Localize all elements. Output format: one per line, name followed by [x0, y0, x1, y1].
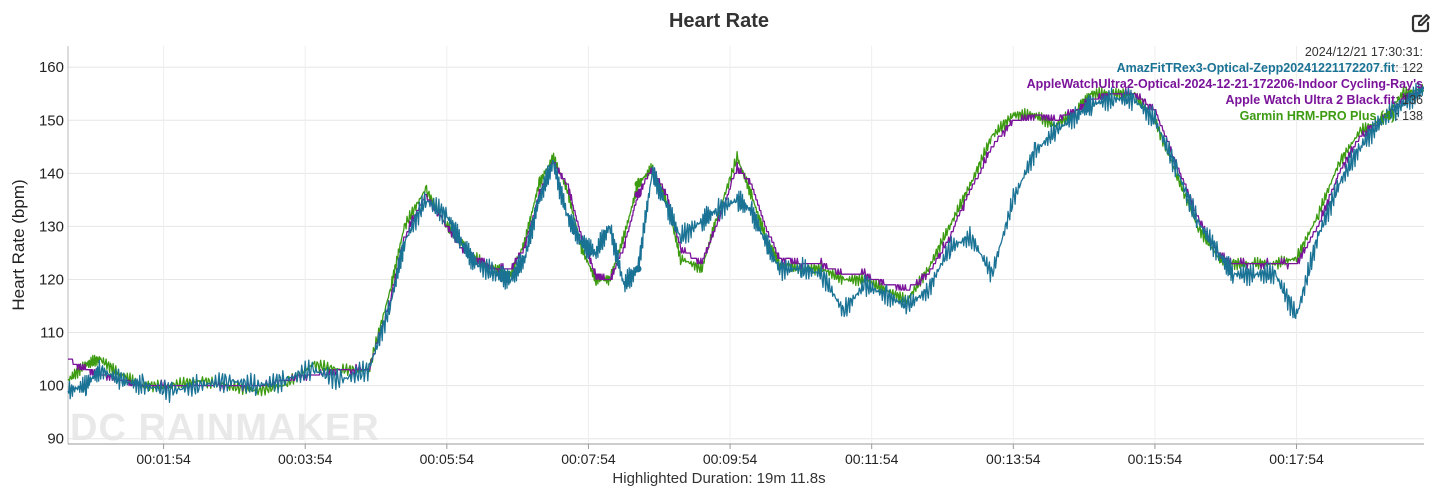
highlight-marker — [634, 265, 642, 273]
tooltip-series-name: Apple Watch Ultra 2 Black.fit — [1225, 93, 1396, 107]
highlight-marker — [634, 191, 642, 199]
x-tick-label: 00:03:54 — [278, 451, 333, 467]
x-tick-label: 00:13:54 — [986, 451, 1041, 467]
y-tick-label: 120 — [39, 271, 64, 288]
x-tick-label: 00:17:54 — [1269, 451, 1324, 467]
y-axis-ticks: 90 100 110 120 130 140 150 160 — [39, 59, 64, 447]
series-lines — [67, 82, 1425, 403]
tooltip-row-amazfit: AmazFitTRex3-Optical-Zepp20241221172207.… — [1116, 61, 1423, 75]
tooltip-series-name: AppleWatchUltra2-Optical-2024-12-21-1722… — [1026, 77, 1423, 91]
y-tick-label: 130 — [39, 218, 64, 235]
watermark-text: DC RAINMAKER — [70, 407, 380, 449]
y-tick-label: 90 — [47, 431, 64, 448]
tooltip-series-name: Garmin HRM-PRO Plus (4) — [1239, 109, 1396, 123]
x-axis-ticks: 00:01:54 00:03:54 00:05:54 00:07:54 00:09:54… — [136, 444, 1324, 467]
tooltip-row-applewatch: Apple Watch Ultra 2 Black.fit: 136 — [1225, 93, 1423, 107]
tooltip-row-garmin: Garmin HRM-PRO Plus (4): 138 — [1239, 109, 1423, 123]
series-line — [67, 82, 1425, 403]
tooltip-row-applewatch-file: AppleWatchUltra2-Optical-2024-12-21-1722… — [1027, 76, 1423, 92]
series-line — [67, 83, 1425, 397]
tooltip-series-value: 136 — [1402, 93, 1423, 107]
y-tick-label: 110 — [40, 325, 64, 342]
highlight-marker — [634, 180, 642, 188]
y-tick-label: 150 — [39, 112, 64, 129]
y-tick-label: 140 — [39, 165, 64, 182]
edit-export-icon[interactable] — [1410, 12, 1432, 34]
hover-tooltip: 2024/12/21 17:30:31: AmazFitTRex3-Optica… — [1027, 44, 1423, 124]
x-tick-label: 00:15:54 — [1128, 451, 1183, 467]
tooltip-series-name: AmazFitTRex3-Optical-Zepp20241221172207.… — [1116, 61, 1396, 75]
x-tick-label: 00:05:54 — [420, 451, 475, 467]
highlight-markers — [634, 180, 642, 273]
series-line — [68, 87, 1424, 392]
tooltip-timestamp: 2024/12/21 17:30:31: — [1304, 45, 1423, 59]
x-tick-label: 00:01:54 — [136, 451, 191, 467]
tooltip-series-value: 138 — [1402, 109, 1423, 123]
x-tick-label: 00:07:54 — [561, 451, 616, 467]
y-axis-label: Heart Rate (bpm) — [9, 179, 28, 310]
x-tick-label: 00:11:54 — [845, 451, 899, 467]
tooltip-series-value: 122 — [1402, 61, 1423, 75]
y-tick-label: 160 — [39, 59, 64, 76]
x-tick-label: 00:09:54 — [703, 451, 758, 467]
highlighted-duration: Highlighted Duration: 19m 11.8s — [612, 470, 826, 487]
chart-title: Heart Rate — [668, 10, 770, 32]
y-tick-label: 100 — [39, 378, 64, 395]
